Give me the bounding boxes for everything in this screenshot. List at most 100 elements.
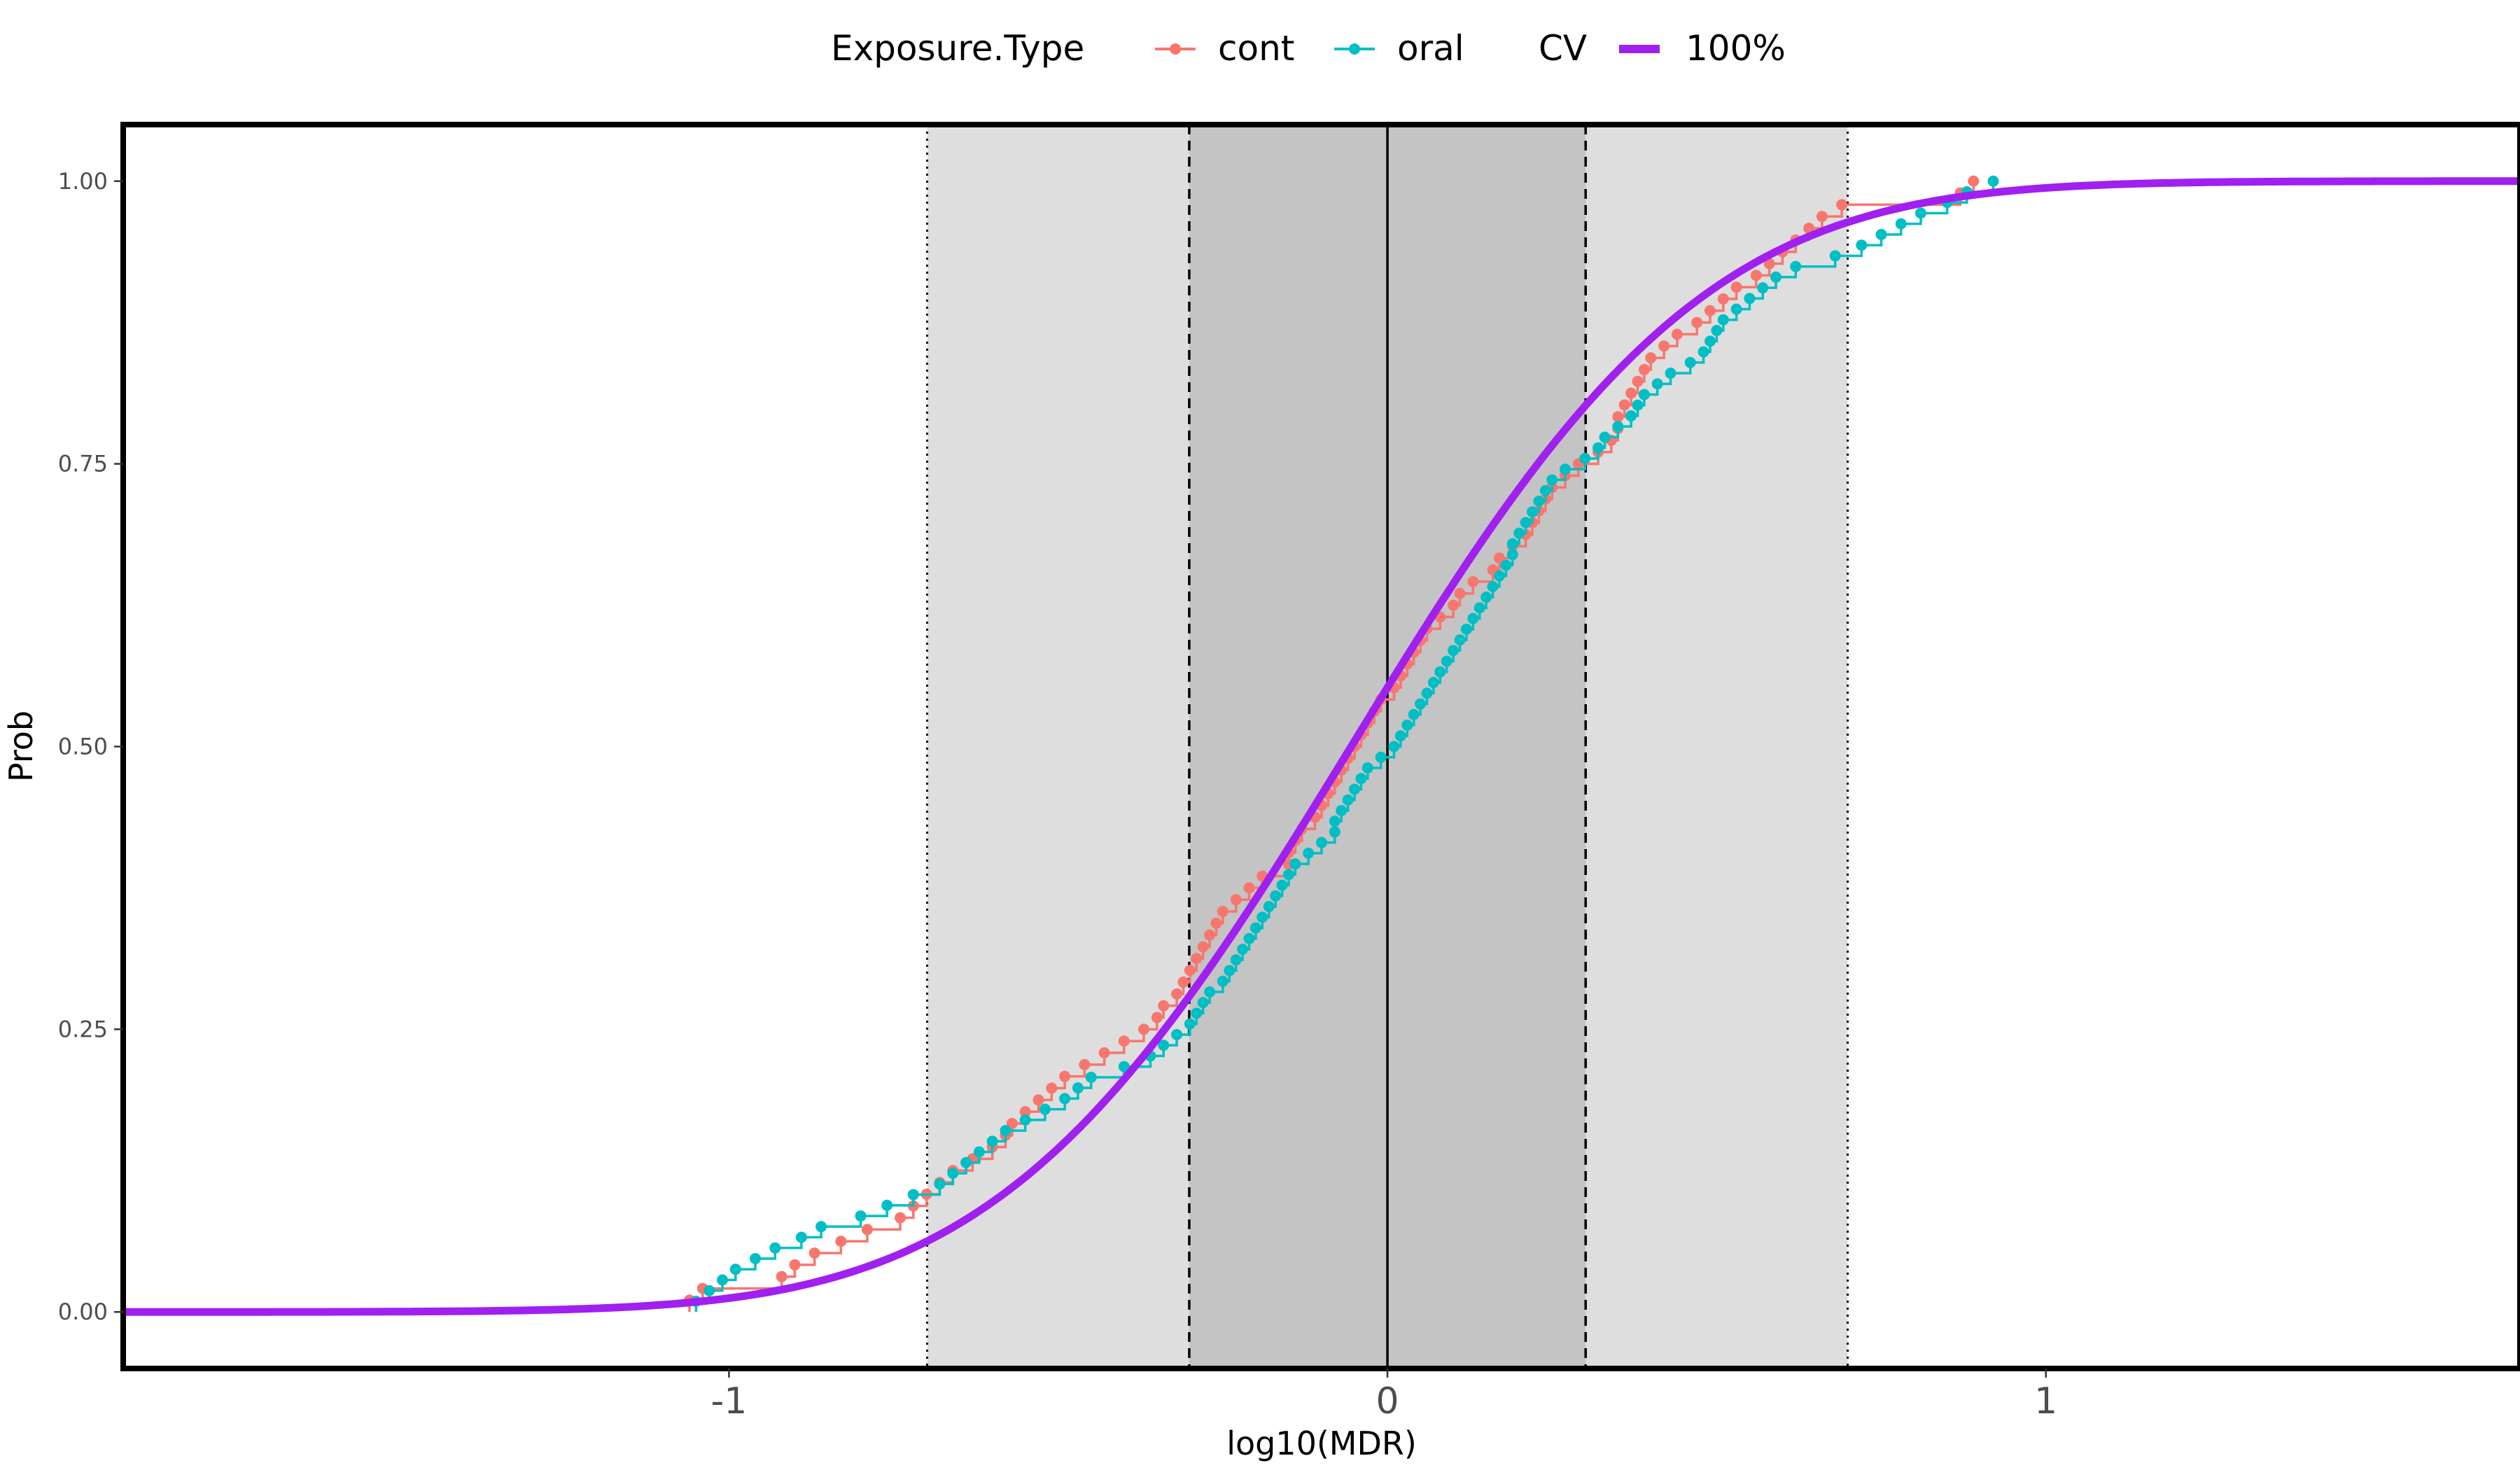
legend-label-cont: cont <box>1218 28 1294 69</box>
series-cont-point <box>1448 599 1460 611</box>
series-oral-point <box>795 1231 807 1243</box>
series-oral-point <box>1421 687 1433 699</box>
series-cont-point <box>894 1212 906 1224</box>
series-oral-point <box>1560 463 1572 475</box>
series-oral-point <box>973 1146 985 1158</box>
series-oral-point <box>1342 794 1354 806</box>
series-oral-point <box>1263 901 1275 913</box>
series-oral-point <box>1158 1040 1170 1051</box>
y-tick-label: 0.00 <box>58 1298 108 1325</box>
y-tick-label: 0.75 <box>58 451 108 477</box>
series-oral-point <box>1019 1114 1031 1126</box>
series-cont-point <box>1968 175 1980 187</box>
series-oral-point <box>750 1253 762 1265</box>
series-cont-point <box>1618 399 1630 411</box>
series-oral-point <box>1316 836 1327 848</box>
series-oral-point <box>1757 282 1769 294</box>
series-oral-point <box>1217 975 1228 987</box>
series-cont-point <box>1691 316 1703 328</box>
series-cont-point <box>1204 929 1216 941</box>
series-oral-point <box>1625 410 1637 422</box>
series-cont-point <box>1032 1094 1044 1106</box>
series-oral-point <box>855 1210 867 1222</box>
series-oral-point <box>1039 1103 1051 1115</box>
series-oral-point <box>1375 751 1387 763</box>
x-axis: -1 0 1 <box>710 1368 2057 1422</box>
series-cont-point <box>861 1224 873 1236</box>
series-cont-point <box>1217 906 1228 918</box>
series-oral-point <box>1539 484 1551 496</box>
series-cont-point <box>1177 976 1189 988</box>
legend-key-oral-point <box>1349 43 1360 55</box>
series-oral-point <box>1000 1125 1011 1137</box>
series-oral-point <box>1059 1093 1071 1105</box>
series-oral-point <box>1770 271 1782 283</box>
series-oral-point <box>1987 175 1999 187</box>
series-cont-point <box>1454 587 1466 599</box>
x-tick-label: -1 <box>710 1380 747 1422</box>
series-oral-point <box>1303 847 1315 859</box>
series-cont-point <box>1210 917 1222 929</box>
series-cont-point <box>1243 882 1255 894</box>
x-tick-label: 0 <box>1376 1380 1399 1422</box>
series-cont-point <box>1079 1058 1091 1070</box>
series-oral-point <box>1915 207 1926 219</box>
y-axis: 0.00 0.25 0.50 0.75 1.00 <box>58 168 123 1325</box>
series-oral-point <box>1579 453 1591 465</box>
series-oral-point <box>1282 869 1294 881</box>
reference-lines <box>926 125 1849 1368</box>
series-cont-point <box>1184 965 1196 976</box>
series-cont-point <box>1763 258 1775 270</box>
series-oral-point <box>1704 335 1716 347</box>
series-oral-point <box>1546 474 1558 486</box>
series-oral-point <box>1790 260 1802 272</box>
series-oral-point <box>1638 388 1650 400</box>
series-oral-point <box>1434 666 1446 678</box>
series-cont-point <box>1645 352 1657 364</box>
series-oral-point <box>947 1168 959 1180</box>
series-oral-point <box>1441 655 1452 667</box>
series-cont-point <box>1658 340 1670 352</box>
series-cont-point <box>1197 941 1209 953</box>
series-cont-point <box>1059 1070 1071 1082</box>
series-oral-point <box>1856 239 1868 251</box>
series-cont-point <box>1632 375 1644 387</box>
series-oral-point <box>1599 431 1611 443</box>
series-oral-point <box>1730 303 1742 315</box>
series-oral-point <box>1500 559 1512 571</box>
series-oral-point <box>1388 741 1400 752</box>
series-oral-point <box>1875 228 1887 240</box>
series-oral-point <box>1085 1071 1097 1083</box>
series-oral-point <box>1289 858 1301 870</box>
legend-title-cv: CV <box>1539 28 1587 69</box>
series-oral-point <box>1230 954 1242 966</box>
series-oral-point <box>717 1274 728 1286</box>
series-oral-point <box>1592 442 1604 454</box>
series-cont-point <box>1118 1035 1130 1047</box>
series-oral-point <box>1895 218 1907 230</box>
series-oral-point <box>1349 783 1361 795</box>
series-oral-point <box>1197 997 1209 1009</box>
series-oral-point <box>729 1264 741 1275</box>
series-cont-point <box>1612 411 1624 423</box>
series-oral-point <box>986 1135 998 1147</box>
series-oral-point <box>1829 250 1841 262</box>
series-oral-point <box>816 1221 827 1233</box>
series-oral-point <box>1506 538 1518 550</box>
series-cont-point <box>1671 328 1683 340</box>
series-oral-point <box>1276 879 1288 891</box>
series-cont-point <box>1730 281 1742 293</box>
series-cont-point <box>1046 1082 1058 1094</box>
series-cont-point <box>835 1236 847 1247</box>
series-oral-point <box>1355 773 1367 785</box>
series-oral-point <box>1698 346 1709 358</box>
series-oral-point <box>1506 549 1518 561</box>
series-oral-point <box>1118 1060 1130 1072</box>
series-oral <box>690 175 1999 1312</box>
legend: Exposure.Type cont oral CV 100% <box>831 28 1786 69</box>
series-oral-point <box>1717 314 1729 326</box>
series-oral-point <box>1394 730 1406 742</box>
series-cont-point <box>1158 1000 1170 1011</box>
y-axis-title: Prob <box>2 710 40 782</box>
